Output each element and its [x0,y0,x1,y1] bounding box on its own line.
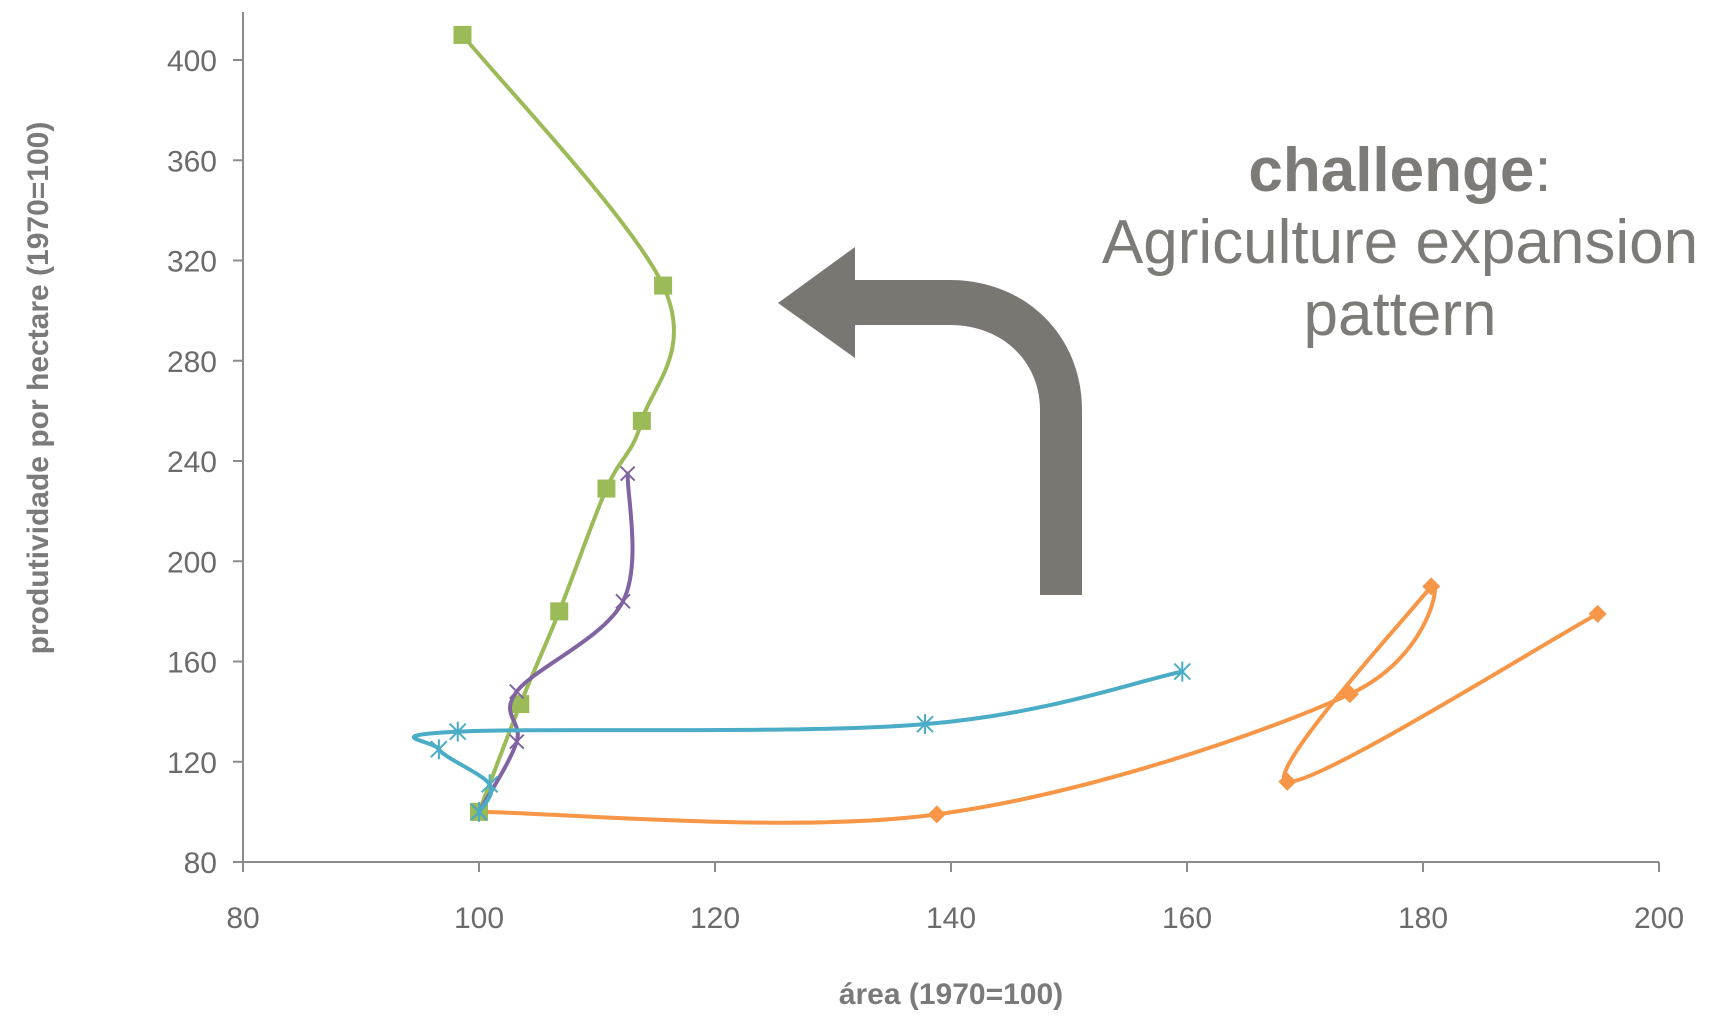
series-layer [411,25,1607,825]
x-tick-label: 180 [1398,902,1448,935]
x-tick-label: 120 [690,902,740,935]
data-point-star [449,721,467,742]
data-point-x [615,593,631,610]
series-star [411,661,1191,822]
series-square [453,25,676,821]
annotation-line-1: Agriculture expansion [1101,208,1699,277]
data-point-star [1173,661,1191,682]
annotation-callout: challenge: Agriculture expansion pattern [1080,135,1720,351]
series-line [477,471,635,814]
data-point-diamond [1278,772,1297,791]
annotation-line-2: pattern [1303,280,1497,349]
data-point-square [597,479,616,498]
data-point-square [550,602,569,621]
annotation-heading: challenge: [1080,135,1720,207]
data-point-x [509,683,525,700]
data-point-star [430,739,448,760]
x-tick-label: 160 [1162,902,1212,935]
y-axis-title: produtividade por hectare (1970=100) [22,122,55,655]
y-tick-label: 200 [167,546,217,579]
series-diamond [470,577,1607,825]
data-point-star [480,774,499,795]
y-ticks: 80 120 160 200 240 280 320 360 400 [167,45,243,880]
y-tick-label: 160 [167,647,217,680]
data-point-x [509,733,525,750]
x-tick-label: 200 [1634,902,1684,935]
series-line [477,582,1600,825]
data-point-diamond [1340,685,1359,704]
data-point-square [511,695,530,714]
annotation-colon: : [1534,136,1552,205]
data-point-square [632,411,651,430]
data-point-diamond [1588,604,1607,623]
y-tick-label: 360 [167,145,217,178]
data-point-x [619,465,636,482]
y-tick-label: 320 [167,246,217,279]
annotation-emphasis: challenge [1248,136,1535,205]
y-tick-label: 400 [167,45,217,78]
data-point-star [470,801,488,822]
data-point-star [916,714,934,735]
data-point-diamond [927,805,946,824]
x-ticks: 80 100 120 140 160 180 200 [226,862,1684,935]
curved-arrow-up-left-icon [778,247,1082,595]
y-tick-label: 280 [167,346,217,379]
data-point-square [453,25,472,44]
data-point-square [654,276,673,295]
x-axis-title: área (1970=100) [839,978,1063,1011]
y-tick-label: 240 [167,446,217,479]
data-point-diamond [1422,577,1441,596]
x-tick-label: 100 [454,902,504,935]
y-tick-label: 80 [184,847,217,880]
x-tick-label: 80 [226,902,259,935]
x-tick-label: 140 [926,902,976,935]
y-tick-label: 120 [167,747,217,780]
series-line [411,669,1185,814]
